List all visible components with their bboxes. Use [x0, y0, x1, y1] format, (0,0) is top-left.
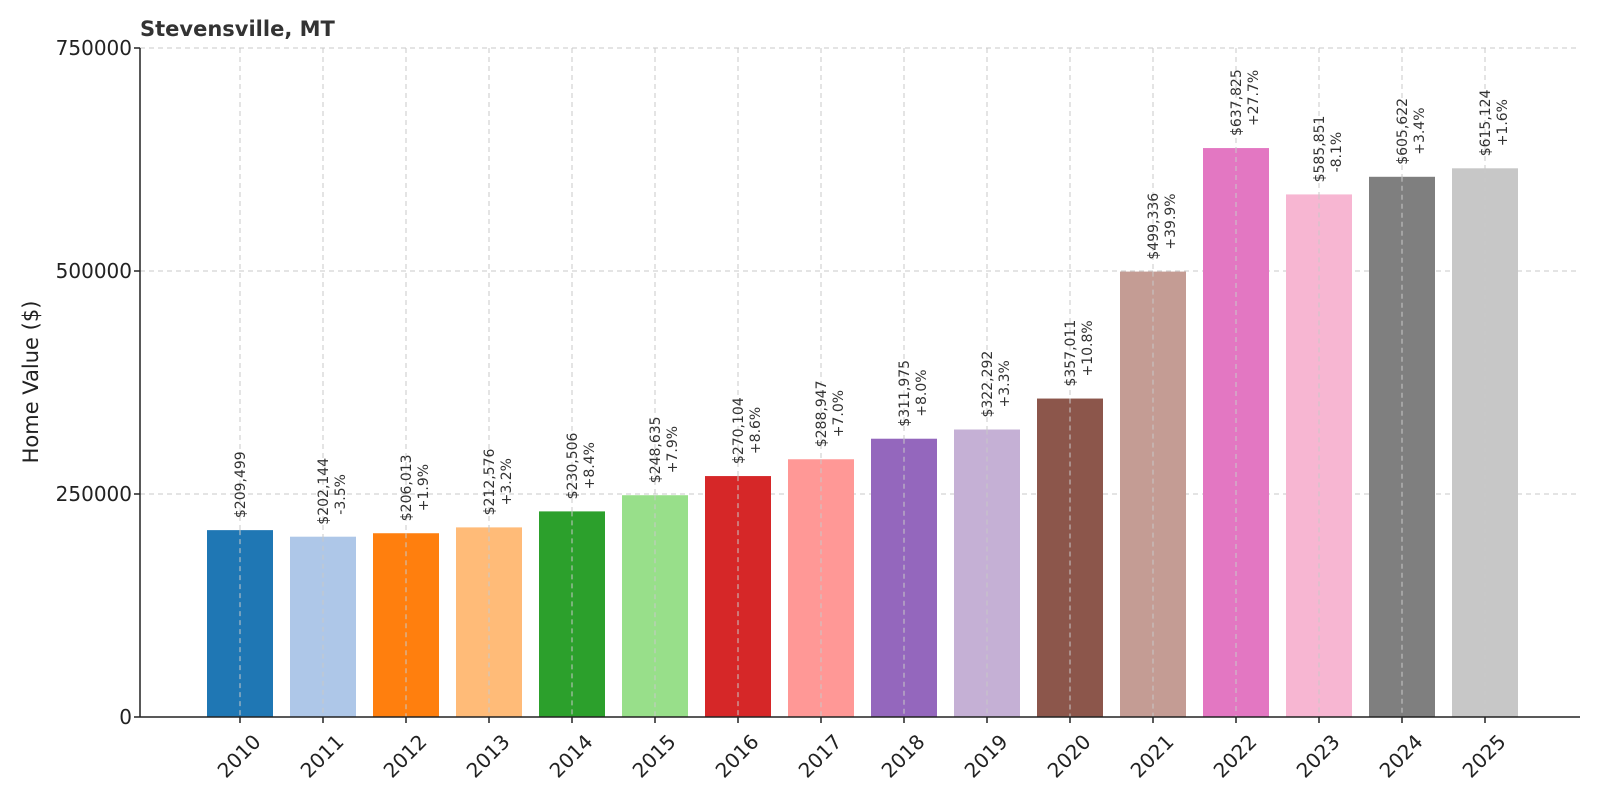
- change-label-2018: +8.0%: [914, 369, 930, 416]
- value-label-2018: $311,975: [897, 360, 913, 427]
- change-label-2017: +7.0%: [831, 390, 847, 437]
- change-label-2015: +7.9%: [665, 426, 681, 473]
- x-tick-label-2024: 2024: [1375, 730, 1428, 783]
- y-tick-labels: 0 250000 500000 750000: [56, 36, 140, 729]
- x-tick-label-2016: 2016: [711, 730, 764, 783]
- x-tick-label-2022: 2022: [1209, 730, 1262, 783]
- x-tick-label-2020: 2020: [1043, 730, 1096, 783]
- x-tick-label-2011: 2011: [296, 730, 349, 783]
- x-tick-label-2025: 2025: [1458, 730, 1511, 783]
- x-tick-label-2017: 2017: [794, 730, 847, 783]
- axis-layer: [139, 48, 1580, 718]
- y-tick-label: 250000: [56, 482, 132, 506]
- change-label-2012: +1.9%: [416, 464, 432, 511]
- x-tick-label-2021: 2021: [1126, 730, 1179, 783]
- x-tick-label-2023: 2023: [1292, 730, 1345, 783]
- x-tick-label-2010: 2010: [213, 730, 266, 783]
- x-tick-labels: 2010 2011 2012 2013 2014 2015 2016 2017 2018 2019…: [213, 717, 1511, 783]
- y-tick-label: 750000: [56, 36, 132, 60]
- x-tick-label-2019: 2019: [960, 730, 1013, 783]
- data-labels: $209,499 $202,144 -3.5% $206,013 +1.9% $212,5…: [233, 69, 1511, 524]
- bar-layer: [207, 148, 1518, 718]
- value-label-2016: $270,104: [731, 397, 747, 464]
- value-label-2024: $605,622: [1395, 98, 1411, 165]
- change-label-2020: +10.8%: [1080, 320, 1096, 376]
- y-tick-label: 0: [119, 705, 132, 729]
- change-label-2016: +8.6%: [748, 407, 764, 454]
- value-label-2014: $230,506: [565, 432, 581, 499]
- change-label-2022: +27.7%: [1246, 70, 1262, 126]
- change-label-2019: +3.3%: [997, 360, 1013, 407]
- value-label-2012: $206,013: [399, 454, 415, 521]
- change-label-2011: -3.5%: [333, 474, 349, 515]
- change-label-2024: +3.4%: [1412, 107, 1428, 154]
- value-label-2019: $322,292: [980, 351, 996, 418]
- value-label-2013: $212,576: [482, 448, 498, 515]
- x-tick-label-2018: 2018: [877, 730, 930, 783]
- change-label-2014: +8.4%: [582, 442, 598, 489]
- value-label-2010: $209,499: [233, 451, 249, 518]
- value-label-2015: $248,635: [648, 416, 664, 483]
- value-label-2025: $615,124: [1478, 89, 1494, 156]
- y-axis-label: Home Value ($): [19, 301, 43, 464]
- x-tick-label-2014: 2014: [545, 730, 598, 783]
- x-tick-label-2013: 2013: [462, 730, 515, 783]
- value-label-2021: $499,336: [1146, 193, 1162, 260]
- change-label-2013: +3.2%: [499, 458, 515, 505]
- value-label-2020: $357,011: [1063, 320, 1079, 387]
- value-label-2023: $585,851: [1312, 116, 1328, 183]
- value-label-2011: $202,144: [316, 458, 332, 525]
- value-label-2022: $637,825: [1229, 69, 1245, 136]
- y-tick-label: 500000: [56, 259, 132, 283]
- change-label-2021: +39.9%: [1163, 193, 1179, 249]
- x-tick-label-2012: 2012: [379, 730, 432, 783]
- x-tick-label-2015: 2015: [628, 730, 681, 783]
- change-label-2025: +1.6%: [1495, 99, 1511, 146]
- chart-title: Stevensville, MT: [140, 17, 335, 41]
- change-label-2023: -8.1%: [1329, 132, 1345, 173]
- value-label-2017: $288,947: [814, 380, 830, 447]
